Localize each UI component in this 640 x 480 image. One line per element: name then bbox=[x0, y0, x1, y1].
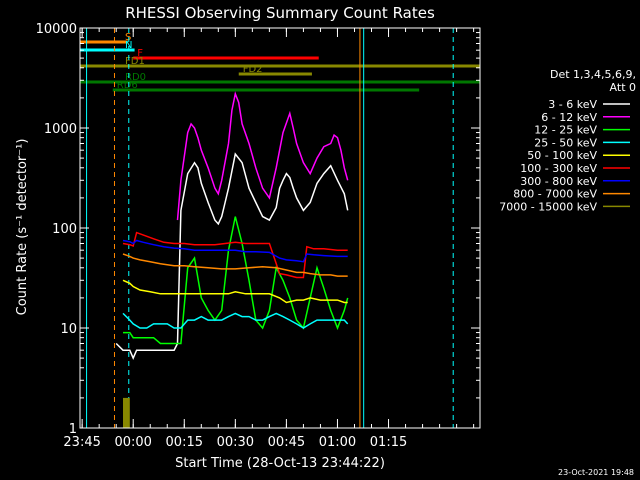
series-line bbox=[122, 253, 348, 277]
legend-label: 7000 - 15000 keV bbox=[499, 200, 597, 213]
x-tick-label: 23:45 bbox=[63, 435, 100, 450]
x-tick-label: 01:00 bbox=[319, 435, 356, 450]
x-tick-label: 00:15 bbox=[166, 435, 203, 450]
flag-label-rd6: RD6 bbox=[117, 80, 138, 91]
y-tick-label: 1 bbox=[69, 422, 77, 437]
flag-label-fd2: FD2 bbox=[243, 64, 263, 75]
flag-label-fd1: FD1 bbox=[125, 56, 145, 67]
chart-title: RHESSI Observing Summary Count Rates bbox=[125, 4, 435, 22]
legend-label: 12 - 25 keV bbox=[534, 124, 597, 137]
flag-label-s: S bbox=[125, 32, 131, 43]
legend-label: 25 - 50 keV bbox=[534, 136, 597, 149]
y-tick-label: 1000 bbox=[44, 122, 77, 137]
legend-label: 300 - 800 keV bbox=[520, 175, 597, 188]
legend-title: Att 0 bbox=[610, 81, 636, 94]
flag-label-f: F bbox=[137, 48, 143, 59]
y-tick-label: 100 bbox=[52, 222, 77, 237]
series-line bbox=[122, 279, 348, 304]
legend-label: 100 - 300 keV bbox=[520, 162, 597, 175]
series-line bbox=[176, 91, 349, 221]
x-tick-label: 00:30 bbox=[217, 435, 254, 450]
legend-label: 50 - 100 keV bbox=[527, 149, 597, 162]
flag-label-rd0: RD0 bbox=[125, 72, 146, 83]
series-line bbox=[122, 231, 348, 279]
legend-label: 3 - 6 keV bbox=[548, 98, 597, 111]
legend-title: Det 1,3,4,5,6,9, bbox=[550, 68, 636, 81]
x-tick-label: 00:45 bbox=[268, 435, 305, 450]
series-line bbox=[123, 216, 349, 345]
flag-label-n: N bbox=[125, 40, 132, 51]
series-line bbox=[115, 152, 349, 360]
series-block bbox=[122, 397, 130, 428]
y-tick-label: 10 bbox=[60, 322, 77, 337]
series-line bbox=[122, 239, 348, 263]
legend-label: 6 - 12 keV bbox=[541, 111, 597, 124]
legend-label: 800 - 7000 keV bbox=[513, 188, 597, 201]
footer-timestamp: 23-Oct-2021 19:48 bbox=[558, 468, 634, 477]
series-line bbox=[122, 312, 349, 329]
y-axis-label: Count Rate (s⁻¹ detector⁻¹) bbox=[15, 139, 30, 316]
x-tick-label: 00:00 bbox=[114, 435, 151, 450]
x-tick-label: 01:15 bbox=[370, 435, 407, 450]
x-axis-label: Start Time (28-Oct-13 23:44:22) bbox=[175, 456, 385, 471]
y-tick-label: 10000 bbox=[36, 22, 77, 37]
